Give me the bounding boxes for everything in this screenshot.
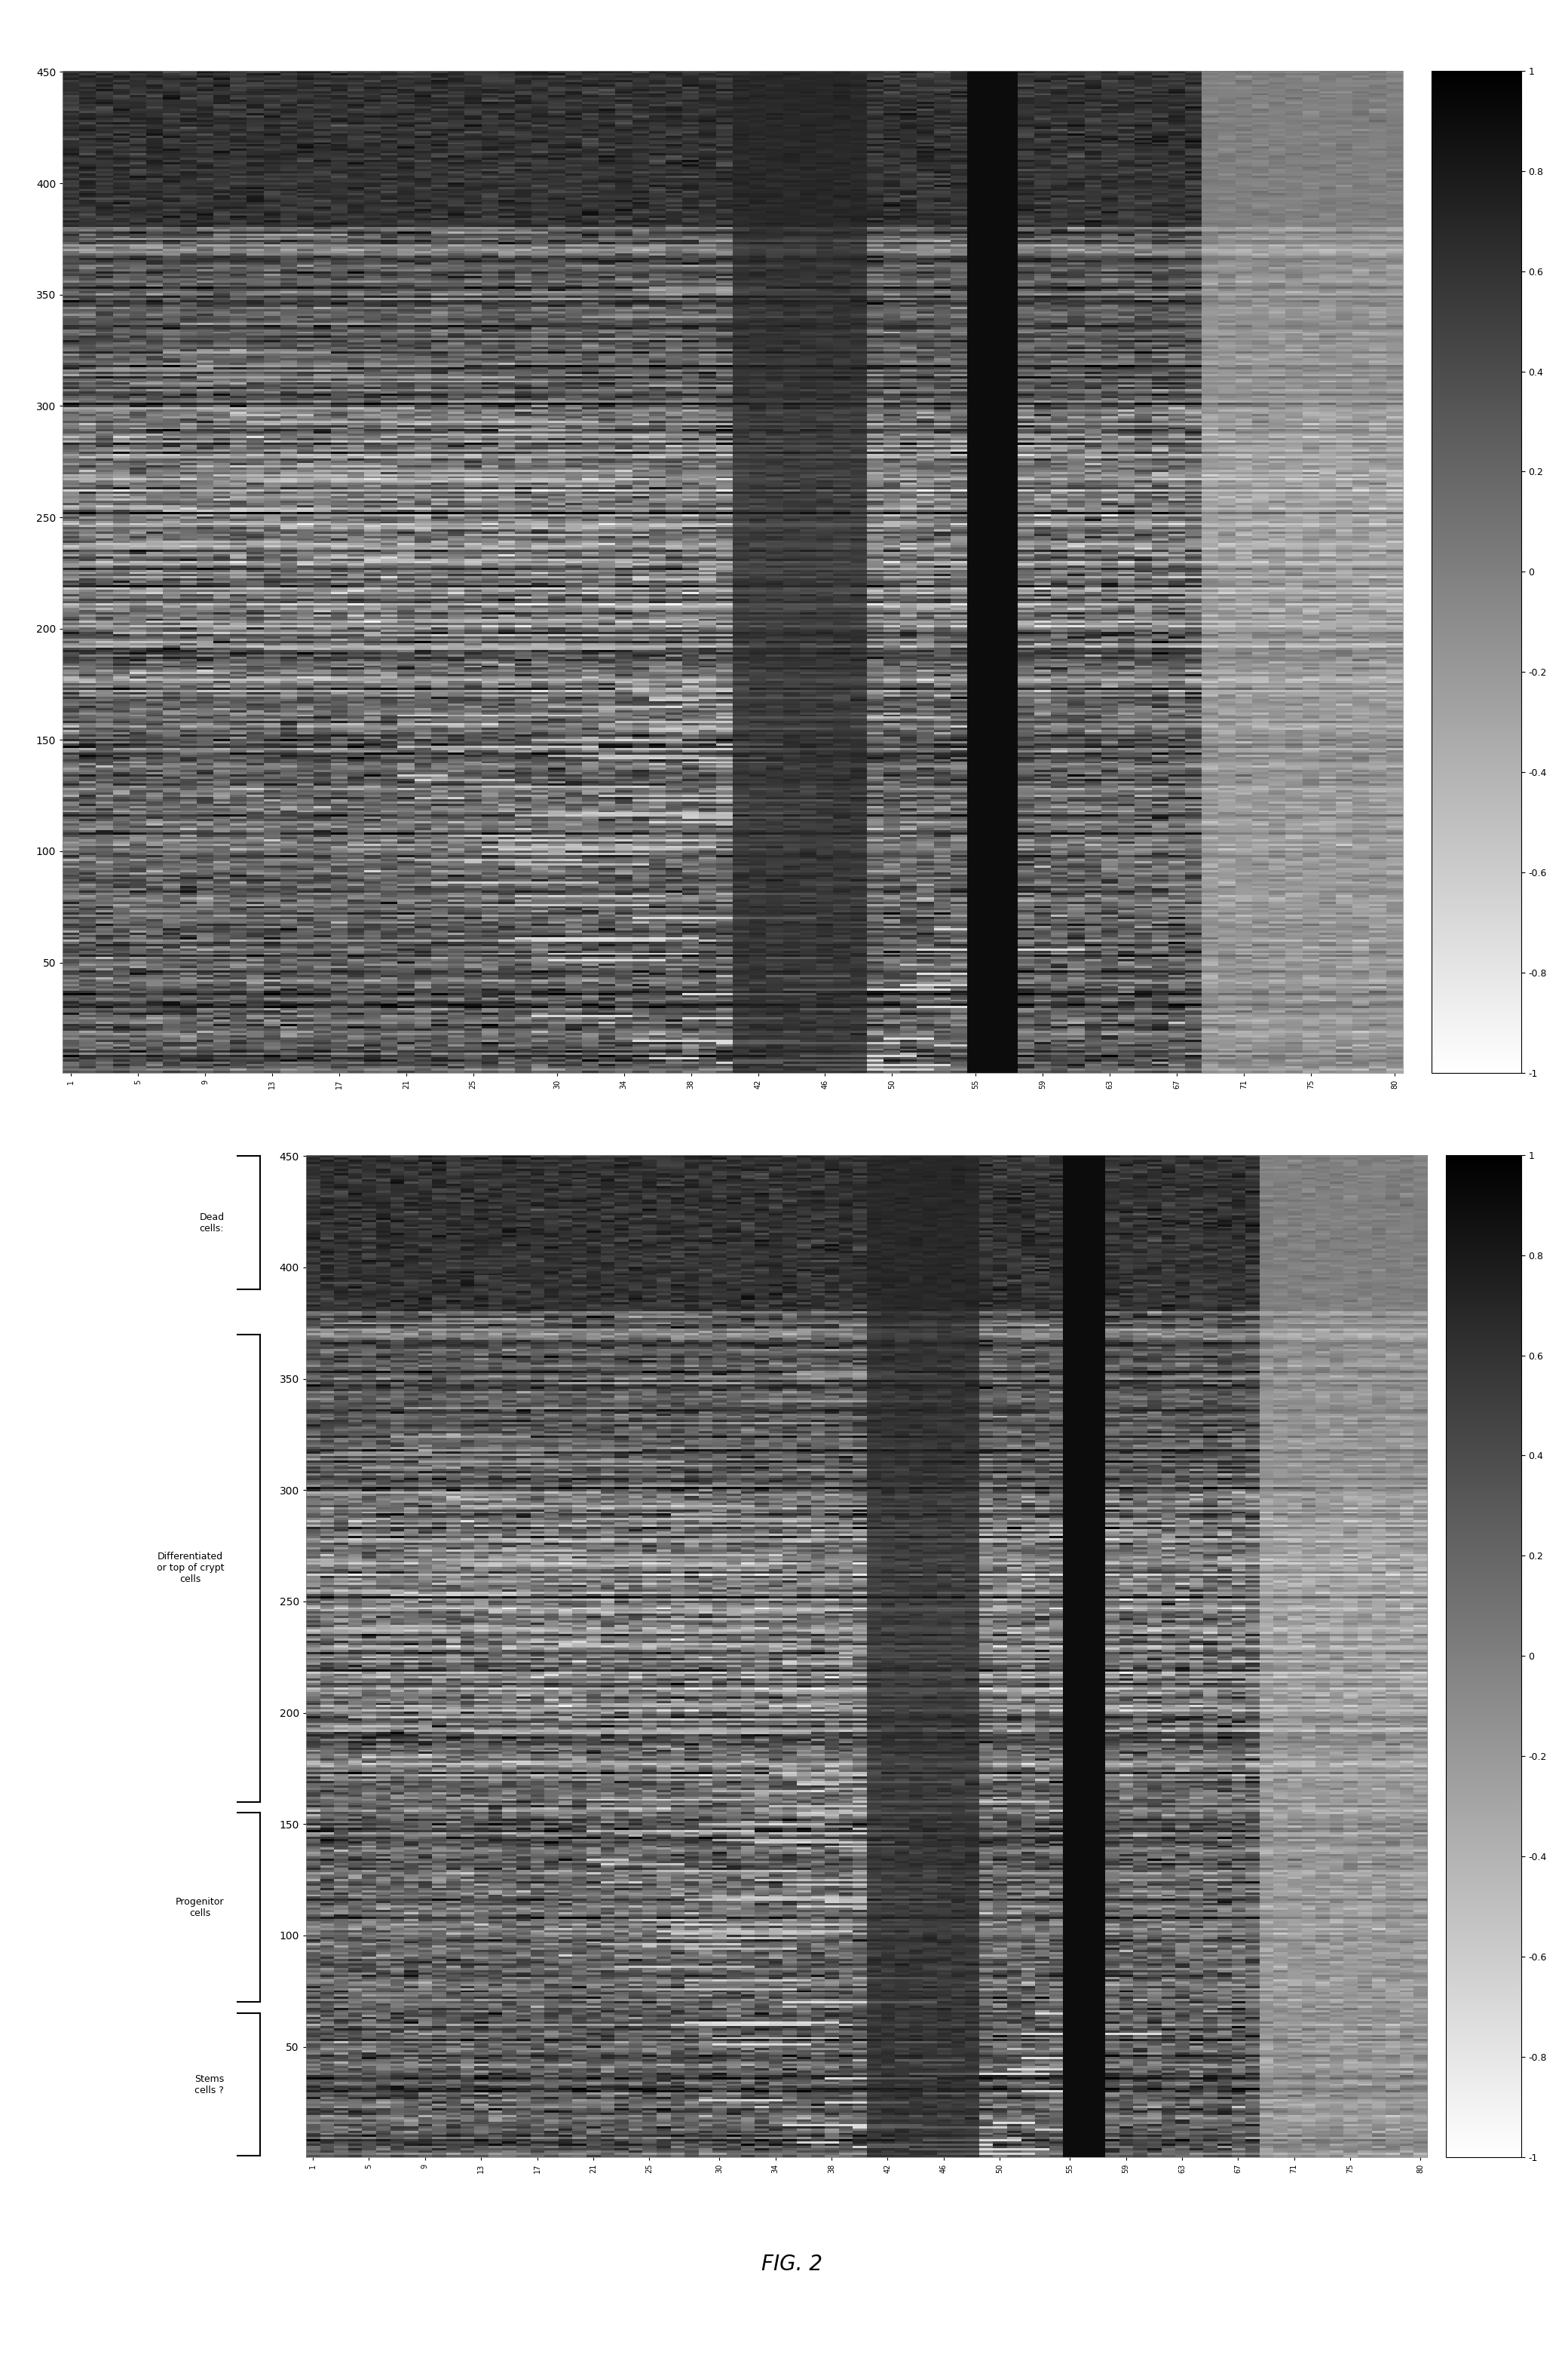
Text: Stems
cells ?: Stems cells ? <box>194 2074 224 2096</box>
Text: Dead
cells:: Dead cells: <box>199 1213 224 1234</box>
Text: Progenitor
cells: Progenitor cells <box>176 1897 224 1919</box>
Text: FIG. 2: FIG. 2 <box>762 2254 822 2275</box>
Text: Differentiated
or top of crypt
cells: Differentiated or top of crypt cells <box>157 1553 224 1584</box>
